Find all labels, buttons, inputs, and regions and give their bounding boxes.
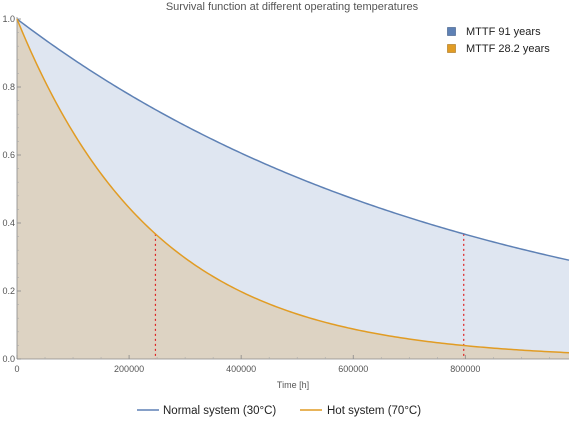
y-tick-label-2: 0.4: [2, 218, 15, 228]
y-tick-label-5: 1.0: [2, 14, 15, 24]
y-tick-label-0: 0.0: [2, 354, 15, 364]
x-tick-label-1: 200000: [114, 364, 144, 374]
y-tick-label-1: 0.2: [2, 286, 15, 296]
legend-label-hot: MTTF 28.2 years: [466, 43, 550, 55]
y-tick-label-3: 0.6: [2, 150, 15, 160]
legend-bottom-label-hot: Hot system (70°C): [327, 405, 421, 417]
legend-bottom: Normal system (30°C) Hot system (70°C): [137, 405, 421, 417]
x-tick-label-2: 400000: [226, 364, 256, 374]
legend-top: MTTF 91 years MTTF 28.2 years: [447, 26, 550, 55]
x-axis-label: Time [h]: [277, 380, 309, 390]
y-tick-label-4: 0.8: [2, 82, 15, 92]
x-tick-label-4: 800000: [450, 364, 480, 374]
legend-label-normal: MTTF 91 years: [466, 26, 541, 38]
x-tick-label-0: 0: [14, 364, 19, 374]
chart-title: Survival function at different operating…: [166, 1, 419, 13]
x-tick-label-3: 600000: [338, 364, 368, 374]
legend-swatch-hot: [447, 44, 456, 53]
legend-bottom-label-normal: Normal system (30°C): [163, 405, 276, 417]
series-line-1: [16, 18, 570, 354]
series-line-0: [16, 18, 570, 261]
legend-swatch-normal: [447, 27, 456, 36]
